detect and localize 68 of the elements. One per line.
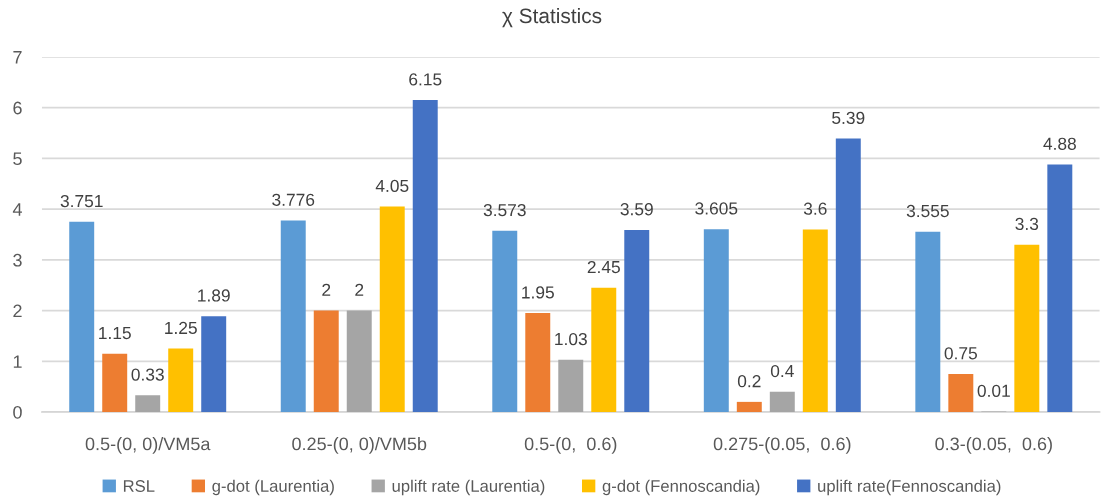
data-label: 2 [355,283,364,296]
bar [69,221,95,413]
bar [201,316,227,413]
bar [736,401,762,413]
data-label: 0.01 [977,384,1010,397]
bar [135,395,161,413]
bar [379,206,405,413]
data-label: 4.05 [375,179,409,193]
data-label: 1.15 [99,327,131,340]
bar [102,353,128,413]
y-tick-label: 5 [13,152,22,166]
bar [525,313,551,413]
data-label: 1.03 [555,332,587,346]
y-tick-label: 6 [13,101,22,115]
data-label: 6.15 [409,73,442,86]
data-label: 3.555 [906,204,949,218]
bar [280,220,306,413]
data-label: 1.89 [198,289,230,302]
data-label: 1.95 [522,286,554,299]
bar [558,359,584,413]
data-label: 0.2 [737,375,761,388]
data-label: 3.3 [1015,217,1039,231]
data-label: 3.751 [60,194,103,208]
chart-title: χ Statistics [502,7,602,28]
legend-label: g-dot (Laurentia) [212,479,334,496]
bar [769,391,795,413]
bar [624,229,650,413]
y-tick-label: 0 [13,405,22,419]
data-label: 1.25 [165,321,197,335]
y-tick-label: 7 [13,51,22,64]
data-label: 2 [322,283,331,296]
legend-label: uplift rate (Laurentia) [392,479,545,496]
data-label: 2.45 [587,260,620,274]
data-label: 3.605 [695,202,738,215]
x-tick-label: 0.275-(0.05, 0.6) [713,437,851,454]
bar [1014,244,1040,413]
legend-label: uplift rate(Fennoscandia) [818,479,1001,496]
y-tick-label: 1 [13,355,22,368]
bar [492,230,518,413]
bar [412,100,438,413]
x-tick-label: 0.3-(0.05, 0.6) [935,437,1052,454]
x-tick-label: 0.5-(0, 0)/VM5a [85,437,211,454]
bar [346,310,372,413]
bar [835,138,861,413]
data-label: 4.88 [1043,137,1076,150]
bar [1047,164,1073,413]
y-tick-label: 2 [13,304,22,318]
bar [168,348,194,413]
data-label: 3.776 [272,193,315,206]
bar [948,373,974,413]
bar [591,287,617,413]
x-tick-label: 0.25-(0, 0)/VM5b [292,437,427,454]
bar [313,310,339,413]
data-label: 3.573 [483,203,526,217]
legend-label: g-dot (Fennoscandia) [602,479,760,496]
data-label: 3.59 [620,203,653,216]
y-tick-label: 3 [13,253,22,267]
bar [915,231,941,413]
legend-label: RSL [123,480,155,492]
bar [703,229,729,413]
y-tick-label: 4 [12,203,22,216]
data-label: 0.33 [131,368,164,381]
x-tick-label: 0.5-(0, 0.6) [524,437,617,454]
data-label: 0.75 [944,347,977,360]
data-label: 3.6 [803,202,827,215]
data-label: 5.39 [832,111,865,125]
data-label: 0.4 [770,364,794,378]
bar [802,229,828,413]
